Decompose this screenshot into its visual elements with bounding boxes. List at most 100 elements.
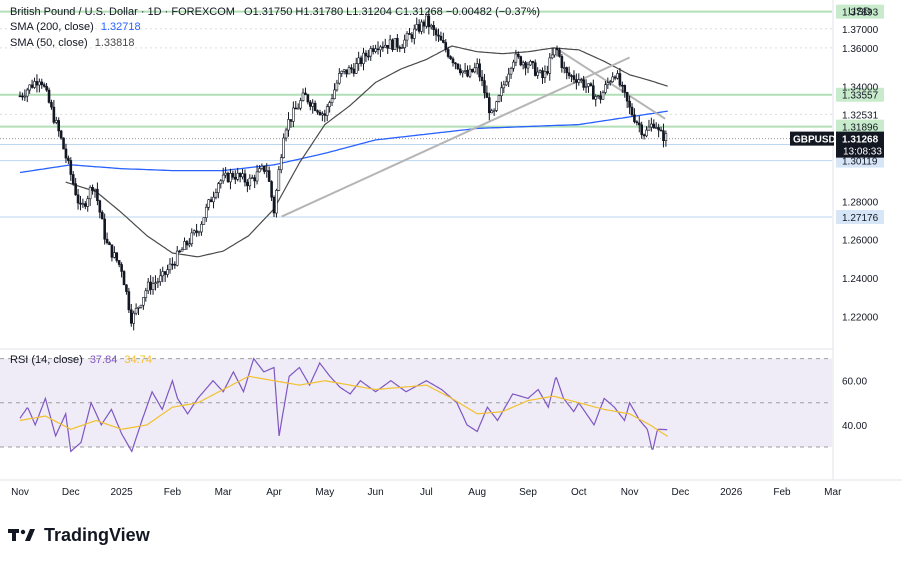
candle-body	[354, 63, 358, 74]
candle-body	[149, 281, 152, 290]
candle-body	[533, 62, 537, 76]
candle-body	[529, 61, 532, 66]
symbol-title: British Pound / U.S. Dollar · 1D · FOREX…	[10, 6, 235, 18]
candle-body	[117, 260, 121, 265]
candle-body	[456, 63, 460, 70]
x-tick-0: Nov	[11, 487, 29, 498]
candle-body	[154, 282, 157, 285]
candle-body	[381, 46, 385, 49]
candle-body	[519, 56, 523, 66]
candle-body	[526, 64, 530, 69]
candle-body	[183, 241, 186, 250]
candle-body	[129, 309, 133, 324]
candle-body	[427, 15, 431, 28]
candle-body	[352, 68, 356, 74]
candle-body	[301, 92, 305, 101]
candle-body	[589, 83, 593, 86]
candle-body	[417, 24, 421, 32]
candle-body	[146, 281, 150, 292]
rsi-panel	[0, 358, 832, 448]
candle-body	[161, 271, 165, 277]
candle-body	[562, 67, 566, 69]
candle-body	[168, 263, 172, 271]
rsi-y-tick-1: 40.00	[842, 421, 867, 432]
candle-body	[635, 121, 639, 124]
candle-body	[662, 130, 665, 141]
candle-body	[209, 199, 213, 203]
candle-body	[492, 110, 496, 112]
sma50-value: 1.33818	[94, 37, 135, 49]
candle-body	[422, 21, 426, 27]
rsi-value: 37.84	[89, 354, 118, 366]
candle-body	[35, 81, 39, 86]
candle-body	[57, 120, 61, 132]
sma200-value: 1.32718	[100, 21, 141, 33]
y-tick-0: 1.22000	[842, 312, 879, 323]
bar-countdown: 13:08:33	[843, 147, 882, 158]
candle-body	[463, 70, 467, 72]
candle-body	[657, 127, 660, 131]
candle-body	[628, 100, 631, 108]
candle-body	[306, 94, 310, 103]
candle-body	[120, 264, 123, 272]
candle-body	[560, 56, 564, 69]
level-label-0: 1.37893	[842, 8, 879, 19]
candle-body	[248, 177, 252, 187]
candle-body	[601, 92, 605, 100]
level-label-8: 1.27176	[842, 213, 879, 224]
rsi-legend: RSI (14, close) 37.84 34.74	[10, 354, 152, 366]
candle-body	[342, 69, 346, 72]
price-axis: 1.37893 1.37000 1.36000 1.33557 1.32531 1.318…	[790, 4, 884, 432]
level-label-7: 1.30119	[842, 157, 878, 168]
candle-body	[558, 49, 561, 57]
indicator-lines	[19, 45, 669, 453]
candle-body	[159, 275, 162, 282]
candle-body	[451, 58, 455, 64]
candle-body	[279, 157, 283, 171]
candle-body	[405, 33, 409, 41]
candle-body	[659, 129, 663, 132]
candle-body	[555, 47, 559, 51]
candle-body	[604, 84, 607, 93]
candle-body	[289, 119, 293, 122]
candle-body	[84, 203, 87, 207]
candle-body	[282, 137, 285, 159]
candle-body	[454, 62, 457, 65]
candle-body	[475, 63, 479, 69]
candle-body	[403, 39, 406, 48]
candle-body	[497, 95, 501, 102]
rsi-y-tick-0: 60.00	[842, 377, 867, 388]
level-label-bg-0	[836, 4, 884, 19]
level-label-1: 1.37000	[842, 25, 879, 36]
candle-body	[134, 307, 138, 314]
brand-name: TradingView	[44, 524, 150, 545]
candle-body	[439, 35, 443, 41]
chart-header: British Pound / U.S. Dollar · 1D · FOREX…	[10, 6, 540, 18]
candle-body	[369, 48, 373, 57]
candle-body	[204, 206, 208, 218]
y-tick-2: 1.26000	[842, 236, 879, 247]
candle-body	[74, 183, 77, 196]
candle-body	[292, 107, 295, 122]
candle-body	[180, 249, 184, 252]
candle-body	[333, 89, 336, 99]
candle-body	[582, 79, 585, 88]
candle-body	[468, 68, 472, 77]
x-tick-14: 2026	[720, 487, 743, 498]
level-label-5: 1.31896	[842, 123, 879, 134]
candle-body	[606, 82, 610, 86]
level-label-bg-2	[836, 40, 884, 55]
candle-body	[570, 75, 573, 77]
candle-body	[325, 106, 329, 116]
candle-body	[509, 68, 513, 75]
candle-body	[110, 244, 114, 258]
x-tick-11: Oct	[571, 487, 587, 498]
sma200-legend: SMA (200, close) 1.32718	[10, 21, 141, 33]
candle-body	[52, 106, 56, 123]
candle-body	[524, 62, 527, 69]
rsi-ma-line	[19, 375, 669, 437]
candle-body	[386, 44, 389, 49]
candle-body	[21, 95, 24, 98]
candle-body	[163, 271, 167, 275]
candle-body	[514, 53, 518, 63]
